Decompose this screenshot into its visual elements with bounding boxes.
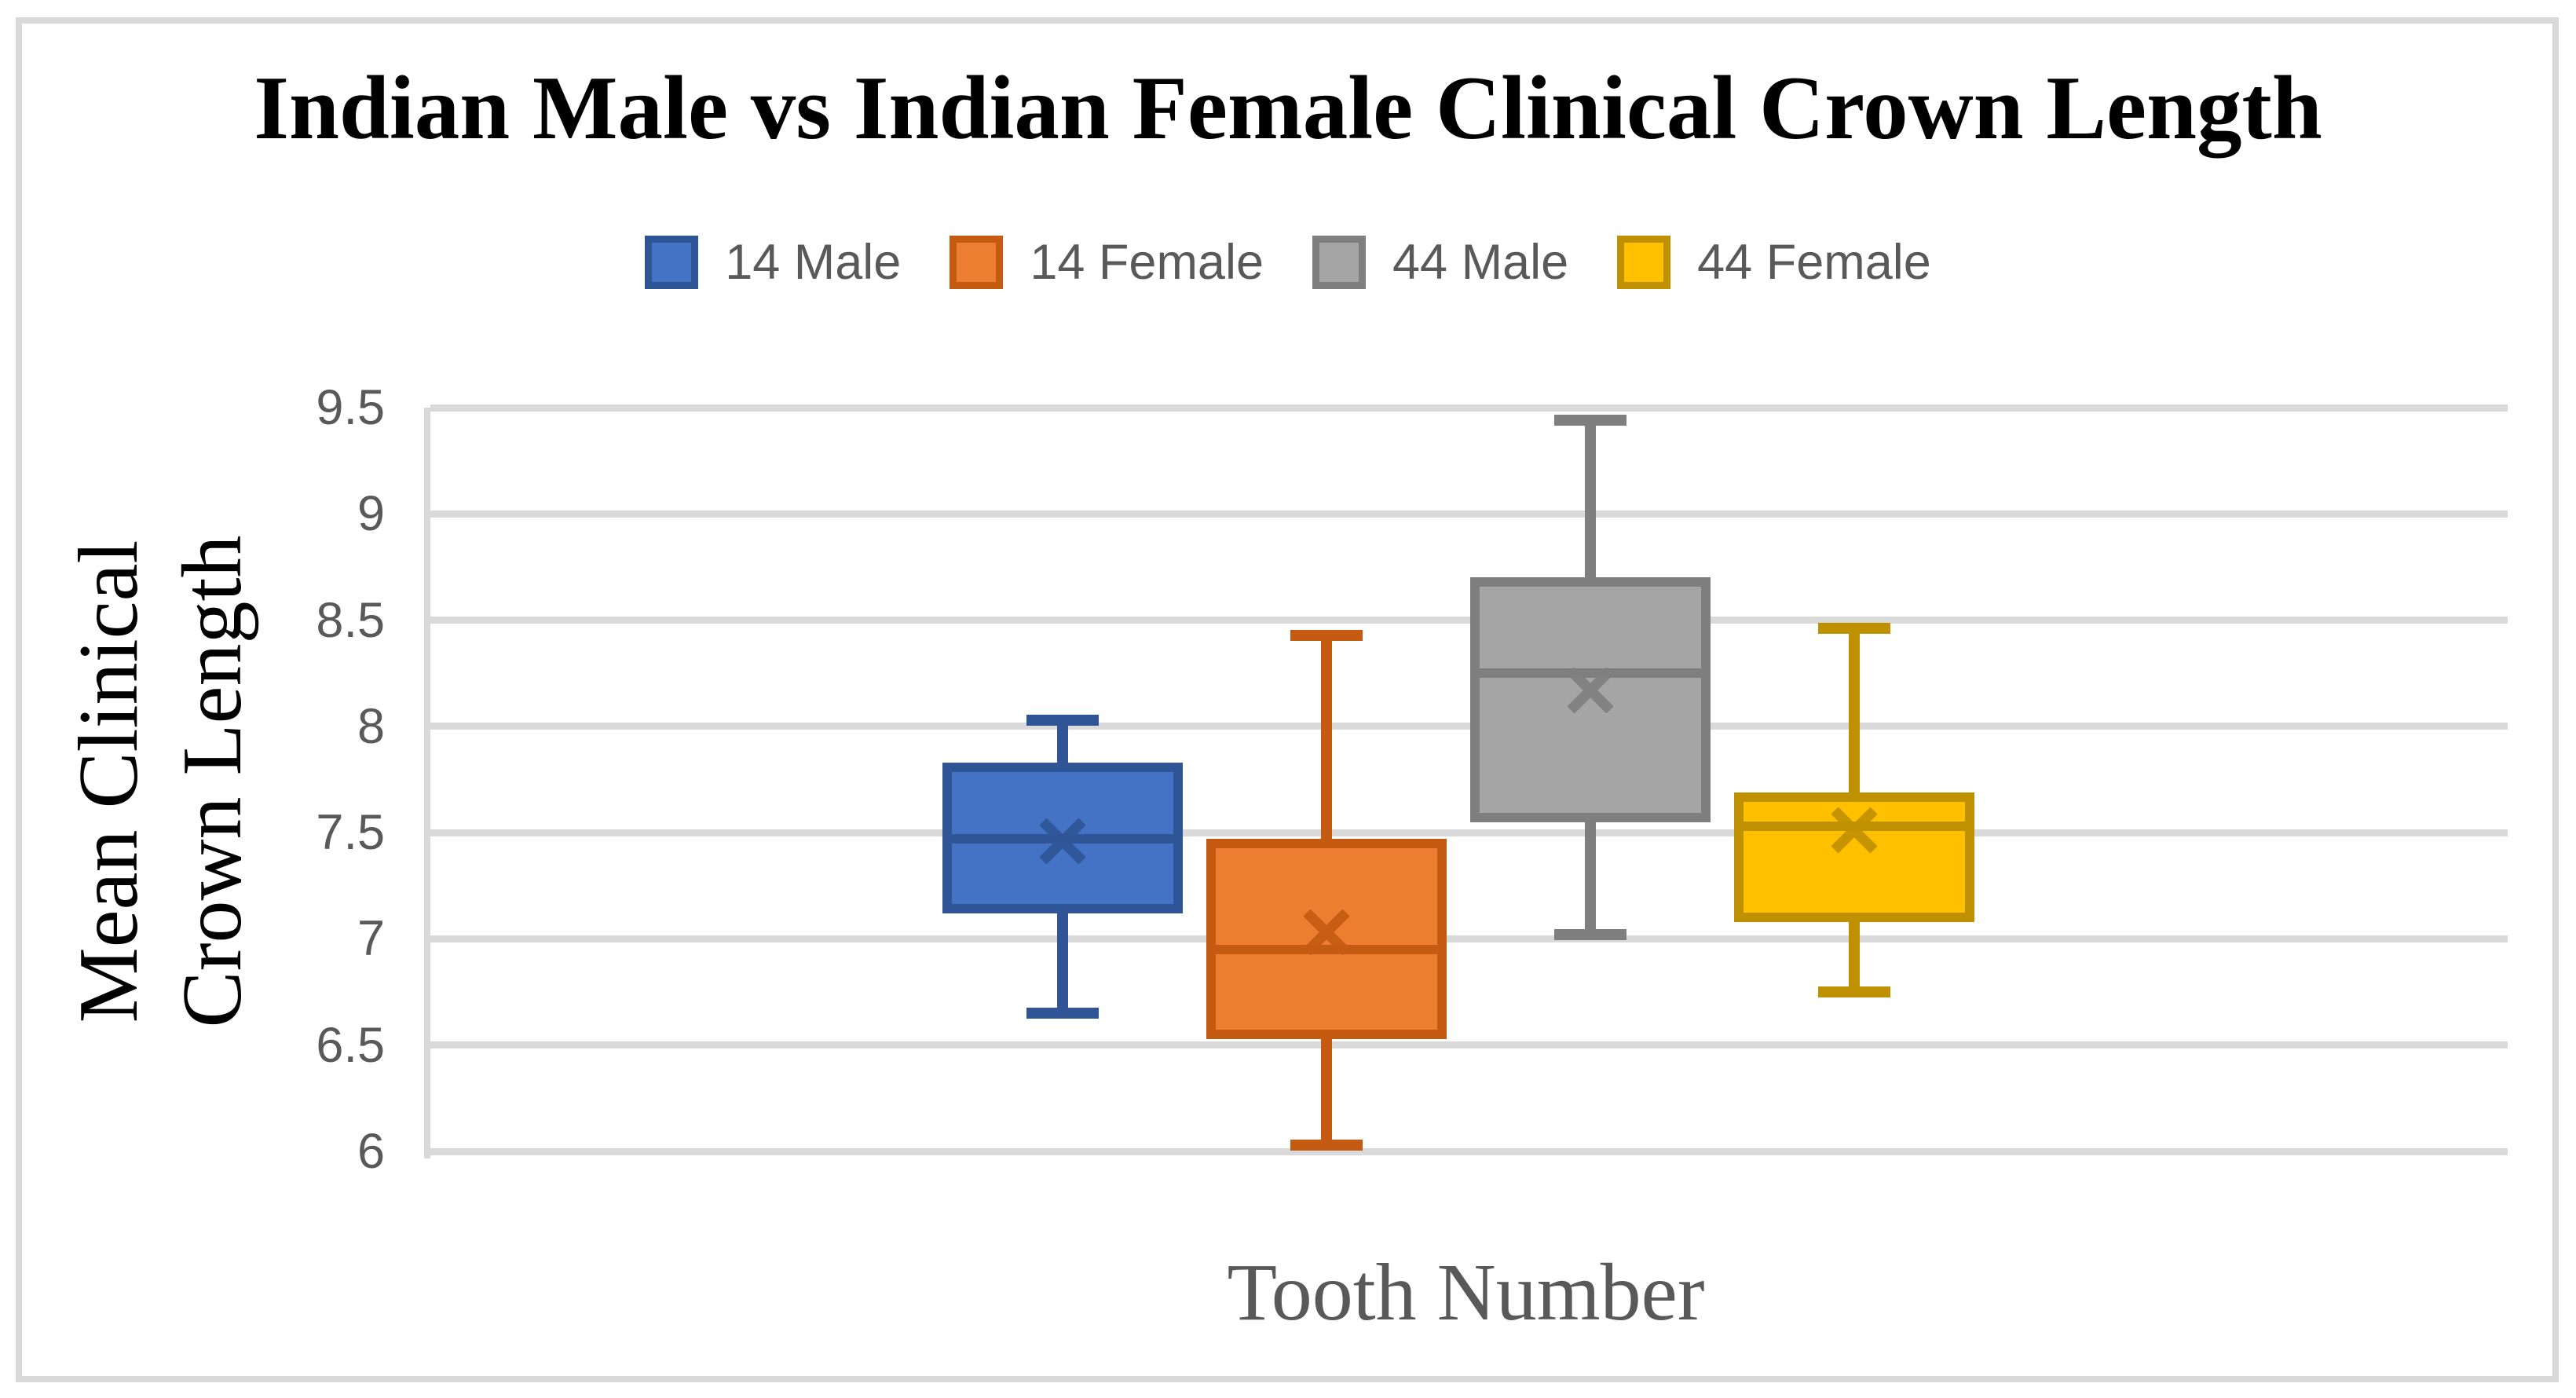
44-male-box [1470, 577, 1711, 822]
legend-label-44-male: 44 Male [1392, 235, 1569, 290]
legend-label-14-female: 14 Female [1030, 235, 1264, 290]
y-tick-9.5: 9.5 [316, 380, 385, 435]
44-male-median-line [1470, 668, 1711, 679]
44-female-upper-whisker-cap [1818, 623, 1890, 635]
y-tick-7: 7 [357, 911, 385, 967]
legend-item-14-female: 14 Female [950, 234, 1264, 291]
44-female-upper-whisker-stem [1849, 628, 1860, 792]
legend-label-44-female: 44 Female [1697, 235, 1931, 290]
gridline-8 [430, 723, 2508, 730]
legend-item-14-male: 14 Male [645, 234, 901, 291]
44-female-mean-marker [1831, 807, 1878, 855]
y-tick-8: 8 [357, 698, 385, 754]
14-male-lower-whisker-stem [1057, 913, 1068, 1014]
legend-swatch-44-female [1617, 236, 1671, 289]
gridline-6.5 [430, 1041, 2508, 1049]
gridline-9.5 [430, 404, 2508, 412]
legend-label-14-male: 14 Male [725, 235, 902, 290]
44-male-mean-marker [1567, 667, 1614, 714]
gridline-6 [430, 1147, 2508, 1155]
14-female-upper-whisker-stem [1321, 635, 1332, 840]
14-male-mean-x-icon [1039, 818, 1086, 865]
14-female-mean-x-icon [1303, 909, 1350, 956]
y-tick-8.5: 8.5 [316, 592, 385, 648]
gridline-8.5 [430, 617, 2508, 624]
y-tick-6.5: 6.5 [316, 1017, 385, 1073]
44-male-lower-whisker-cap [1554, 929, 1626, 941]
44-female-lower-whisker-cap [1818, 986, 1890, 998]
44-female-lower-whisker-stem [1849, 921, 1860, 993]
14-male-upper-whisker-stem [1057, 719, 1068, 763]
14-male-mean-marker [1039, 818, 1086, 865]
44-male-upper-whisker-stem [1585, 420, 1596, 578]
x-axis-title: Tooth Number [1227, 1247, 1705, 1338]
gridline-9 [430, 510, 2508, 518]
14-female-lower-whisker-stem [1321, 1038, 1332, 1145]
gridline-7.5 [430, 829, 2508, 836]
legend-swatch-14-female [950, 236, 1004, 289]
legend: 14 Male 14 Female 44 Male 44 Female [0, 234, 2576, 291]
chart-title: Indian Male vs Indian Female Clinical Cr… [254, 58, 2322, 158]
14-male-lower-whisker-cap [1026, 1008, 1099, 1019]
y-axis-line [424, 408, 430, 1158]
14-male-upper-whisker-cap [1026, 714, 1099, 726]
14-female-mean-marker [1303, 909, 1350, 956]
14-female-median-line [1206, 944, 1447, 954]
chart-border-frame [16, 17, 2559, 1382]
14-female-lower-whisker-cap [1290, 1139, 1363, 1151]
legend-swatch-44-male [1312, 236, 1366, 289]
44-female-box [1734, 792, 1974, 922]
44-male-mean-x-icon [1567, 667, 1614, 714]
legend-item-44-female: 44 Female [1617, 234, 1931, 291]
14-female-upper-whisker-cap [1290, 629, 1363, 641]
legend-swatch-14-male [645, 236, 699, 289]
44-male-upper-whisker-cap [1554, 415, 1626, 426]
y-tick-6: 6 [357, 1124, 385, 1179]
y-tick-9: 9 [357, 486, 385, 542]
44-female-mean-x-icon [1831, 807, 1878, 855]
y-tick-7.5: 7.5 [316, 805, 385, 861]
44-male-lower-whisker-stem [1585, 822, 1596, 935]
gridline-7 [430, 935, 2508, 942]
legend-item-44-male: 44 Male [1312, 234, 1568, 291]
